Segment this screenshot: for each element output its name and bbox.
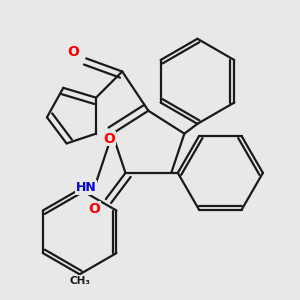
Text: CH₃: CH₃	[69, 276, 90, 286]
Text: O: O	[67, 45, 79, 59]
Text: HN: HN	[76, 181, 97, 194]
Text: O: O	[103, 131, 115, 146]
Text: O: O	[88, 202, 100, 216]
